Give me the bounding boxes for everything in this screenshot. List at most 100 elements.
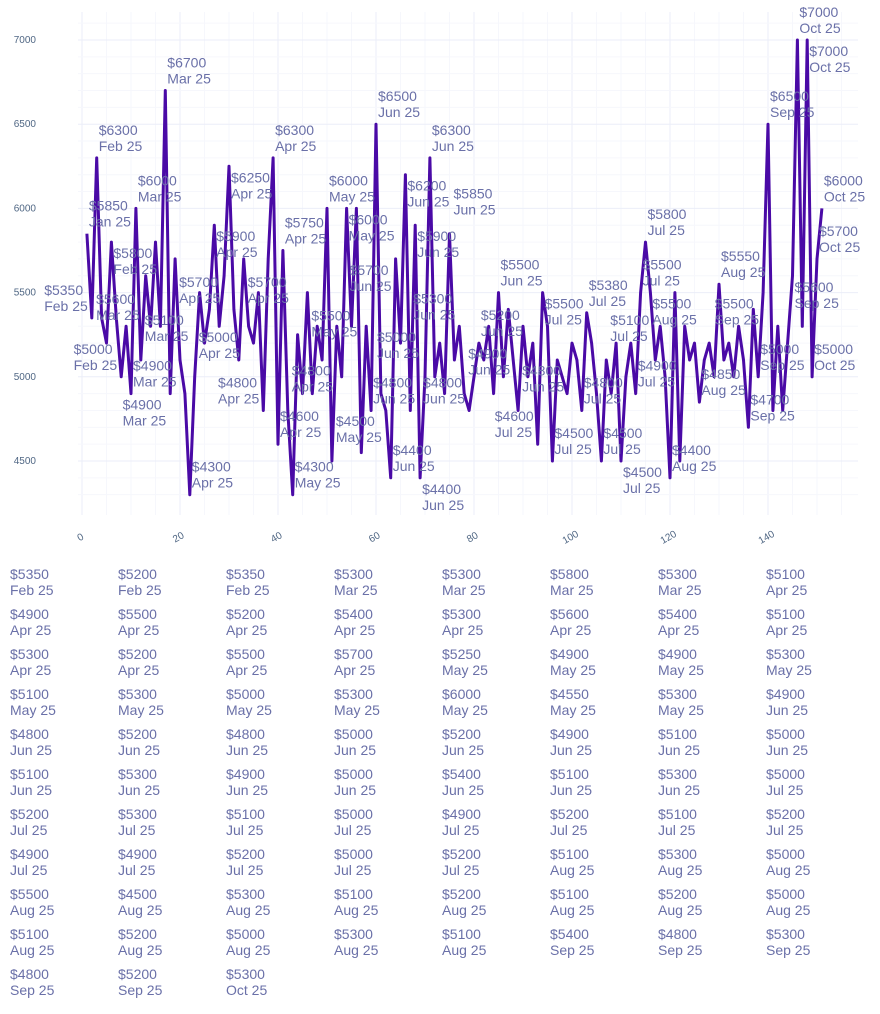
x-tick-label: 60 xyxy=(367,530,383,545)
data-label-value: $5200 xyxy=(442,846,481,862)
data-label-month: Aug 25 xyxy=(226,902,271,918)
data-label-value: $5750 xyxy=(285,215,324,231)
data-label-month: Apr 25 xyxy=(118,622,159,638)
data-label-value: $5200 xyxy=(118,926,157,942)
y-tick-label: 6000 xyxy=(14,203,37,214)
data-label-value: $5300 xyxy=(226,966,265,982)
data-label-month: Jun 25 xyxy=(334,782,376,798)
data-label-month: Jul 25 xyxy=(638,374,676,390)
data-label-value: $5850 xyxy=(454,186,493,202)
data-label-value: $5100 xyxy=(550,886,589,902)
data-label-value: $4400 xyxy=(672,442,711,458)
data-label-value: $5100 xyxy=(766,566,805,582)
data-label-value: $5100 xyxy=(10,766,49,782)
data-label-value: $4800 xyxy=(658,926,697,942)
data-label-value: $5100 xyxy=(10,926,49,942)
data-label-month: Aug 25 xyxy=(442,902,487,918)
data-label-month: May 25 xyxy=(442,662,488,678)
data-label-month: Jun 25 xyxy=(334,742,376,758)
data-label-month: Jun 25 xyxy=(407,194,449,210)
data-label-month: Jun 25 xyxy=(423,390,465,406)
data-label-value: $5700 xyxy=(350,262,389,278)
data-label-value: $5100 xyxy=(766,606,805,622)
data-label-month: Apr 25 xyxy=(442,622,483,638)
data-label-month: Jul 25 xyxy=(610,328,648,344)
data-label-value: $5900 xyxy=(216,228,255,244)
data-label-value: $6200 xyxy=(407,178,446,194)
data-label-value: $5600 xyxy=(96,291,135,307)
data-label-month: Jul 25 xyxy=(603,441,641,457)
data-label-value: $5200 xyxy=(658,886,697,902)
data-label-month: Jul 25 xyxy=(766,782,804,798)
data-label-value: $7000 xyxy=(799,4,838,20)
series-line xyxy=(85,38,824,497)
data-label-month: Jul 25 xyxy=(442,862,480,878)
data-label-value: $5300 xyxy=(118,686,157,702)
data-label-month: Jul 25 xyxy=(334,822,372,838)
data-label-month: Aug 25 xyxy=(442,942,487,958)
data-label-month: Jul 25 xyxy=(648,222,686,238)
data-label-month: Aug 25 xyxy=(334,902,379,918)
data-label-value: $4550 xyxy=(550,686,589,702)
data-label-value: $4900 xyxy=(442,806,481,822)
data-label-value: $4500 xyxy=(554,425,593,441)
data-label-value: $4900 xyxy=(133,358,172,374)
data-label-month: Jun 25 xyxy=(550,742,592,758)
data-label-value: $5100 xyxy=(610,312,649,328)
data-label-value: $5800 xyxy=(550,566,589,582)
y-tick-label: 5500 xyxy=(14,288,37,299)
data-label-value: $5300 xyxy=(658,846,697,862)
data-label-month: Apr 25 xyxy=(10,622,51,638)
data-label-month: Apr 25 xyxy=(179,290,220,306)
data-label-value: $5200 xyxy=(118,646,157,662)
data-label-value: $4800 xyxy=(10,966,49,982)
data-label-value: $5800 xyxy=(113,245,152,261)
data-label-month: May 25 xyxy=(442,702,488,718)
data-label-month: Aug 25 xyxy=(672,458,717,474)
data-label-value: $7000 xyxy=(809,43,848,59)
data-label-value: $5800 xyxy=(648,206,687,222)
data-label-value: $5700 xyxy=(819,223,858,239)
data-label-value: $4700 xyxy=(750,391,789,407)
x-tick-label: 120 xyxy=(659,529,679,547)
data-label-month: Sep 25 xyxy=(715,312,760,328)
data-label-month: Aug 25 xyxy=(226,942,271,958)
data-label-month: Jun 25 xyxy=(118,742,160,758)
data-label-month: Oct 25 xyxy=(799,20,840,36)
data-label-month: Jun 25 xyxy=(658,782,700,798)
data-label-value: $5000 xyxy=(226,686,265,702)
